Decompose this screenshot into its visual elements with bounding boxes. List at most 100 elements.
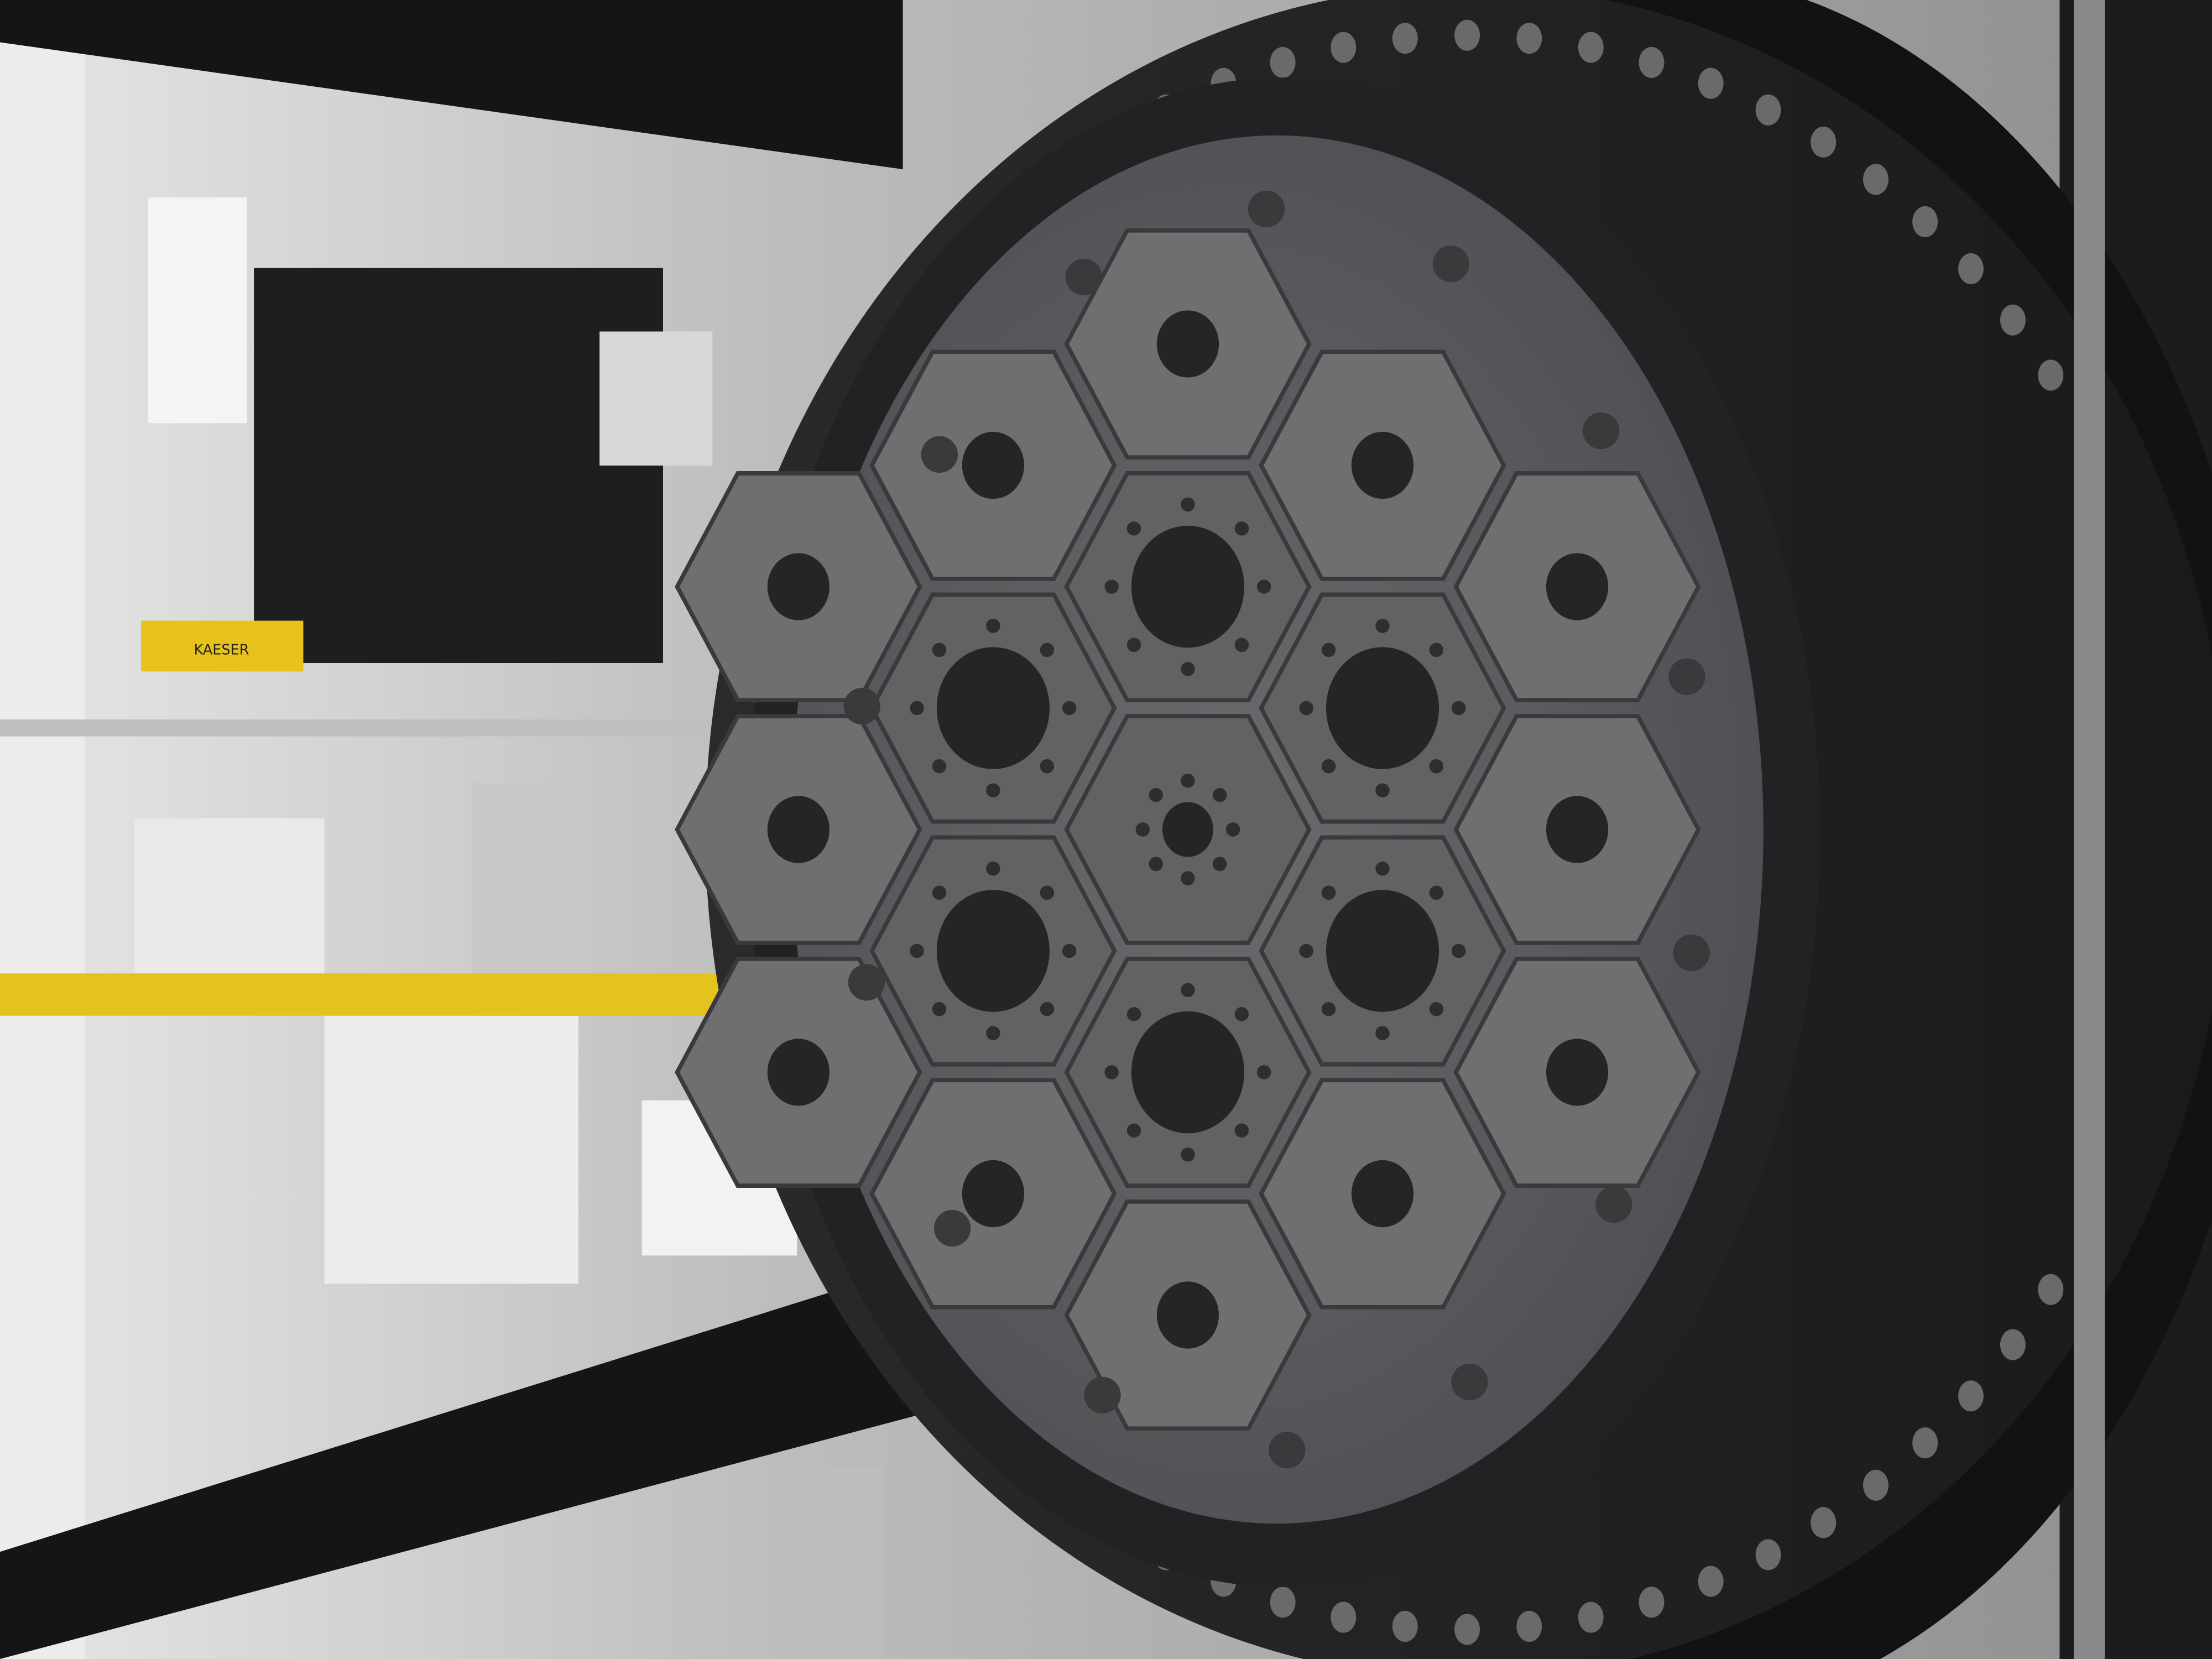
compressor-label: KAESER xyxy=(194,642,249,659)
small-hole xyxy=(932,759,947,774)
small-hole xyxy=(1040,885,1055,900)
bolt-hole xyxy=(1270,1587,1296,1618)
small-hole xyxy=(1104,1065,1119,1079)
machine xyxy=(134,818,325,974)
bolt-hole xyxy=(1958,253,1984,284)
small-hole xyxy=(1375,861,1390,876)
bolt-hole xyxy=(1454,19,1480,51)
beam xyxy=(0,0,903,170)
small-hole xyxy=(1452,943,1466,958)
small-hole xyxy=(932,885,947,900)
bolt-hole xyxy=(1516,23,1542,54)
machine xyxy=(324,1015,578,1284)
standoff xyxy=(848,964,885,1001)
bolt-hole xyxy=(1454,1614,1480,1645)
small-hole xyxy=(1256,1065,1271,1079)
bolt-hole xyxy=(1912,1427,1938,1459)
standoff xyxy=(921,436,958,473)
bolt-hole xyxy=(1516,1610,1542,1642)
small-hole xyxy=(986,783,1000,798)
standoff xyxy=(1432,245,1469,283)
bolt-hole xyxy=(2000,304,2026,336)
box xyxy=(782,1467,882,1659)
small-hole xyxy=(1375,1026,1390,1041)
bolt-hole xyxy=(1698,67,1724,99)
small-hole xyxy=(1181,774,1195,788)
small-hole xyxy=(1234,521,1249,536)
small-hole xyxy=(1212,857,1227,872)
small-hole xyxy=(1126,521,1141,536)
small-hole xyxy=(1126,1123,1141,1138)
standoff xyxy=(1583,412,1620,450)
bolt-hole xyxy=(2038,359,2064,391)
standoff xyxy=(1065,258,1103,296)
small-hole xyxy=(1321,759,1336,774)
wall xyxy=(0,0,85,1659)
hex-hole xyxy=(767,796,830,863)
hex-hole xyxy=(1131,525,1244,648)
small-hole xyxy=(1126,638,1141,652)
small-hole xyxy=(1181,983,1195,998)
small-hole xyxy=(1149,857,1163,872)
hex-hole xyxy=(1351,431,1414,499)
beam xyxy=(0,1269,988,1659)
small-hole xyxy=(1429,759,1444,774)
standoff xyxy=(1248,190,1285,228)
pole xyxy=(2074,0,2105,1659)
hex-hole xyxy=(1156,1281,1219,1349)
small-hole xyxy=(1135,822,1150,837)
compressor xyxy=(141,620,304,672)
small-hole xyxy=(1149,787,1163,802)
bolt-hole xyxy=(2038,1274,2064,1305)
small-hole xyxy=(986,861,1000,876)
rack xyxy=(0,719,790,737)
small-hole xyxy=(1104,580,1119,594)
small-hole xyxy=(1181,1147,1195,1162)
cabinet xyxy=(599,331,713,466)
standoff xyxy=(1595,1186,1632,1223)
standoff xyxy=(1668,658,1705,695)
bolt-hole xyxy=(1270,46,1296,78)
bolt-hole xyxy=(1578,1601,1604,1633)
small-hole xyxy=(1181,661,1195,676)
bolt-hole xyxy=(1331,1601,1357,1633)
hex-hole xyxy=(1326,890,1439,1012)
standoff xyxy=(1269,1431,1306,1469)
small-hole xyxy=(910,701,924,716)
small-hole xyxy=(1429,643,1444,658)
hex-hole xyxy=(1546,1039,1609,1106)
small-hole xyxy=(1234,638,1249,652)
hex-hole xyxy=(936,890,1050,1012)
small-hole xyxy=(1234,1123,1249,1138)
small-hole xyxy=(1321,643,1336,658)
hex-hole xyxy=(936,647,1050,769)
small-hole xyxy=(1256,580,1271,594)
small-hole xyxy=(1181,871,1195,885)
small-hole xyxy=(1234,1007,1249,1021)
bolt-hole xyxy=(1392,1610,1418,1642)
standoff xyxy=(933,1209,971,1247)
bolt-hole xyxy=(1755,94,1781,126)
bolt-hole xyxy=(1331,32,1357,63)
small-hole xyxy=(1299,943,1313,958)
bolt-hole xyxy=(1912,206,1938,238)
bolt-hole xyxy=(1392,23,1418,54)
bolt-hole xyxy=(1639,46,1665,78)
whiteboard xyxy=(148,197,247,424)
small-hole xyxy=(932,1001,947,1016)
small-hole xyxy=(1299,701,1313,716)
bolt-hole xyxy=(1863,164,1888,195)
bolt-hole xyxy=(2000,1329,2026,1360)
hex-hole xyxy=(1162,802,1213,857)
small-hole xyxy=(1375,783,1390,798)
machine xyxy=(254,268,663,663)
small-hole xyxy=(1212,787,1227,802)
bolt-hole xyxy=(1639,1587,1665,1618)
small-hole xyxy=(1040,1001,1055,1016)
small-hole xyxy=(1181,497,1195,512)
small-hole xyxy=(1452,701,1466,716)
small-hole xyxy=(986,618,1000,633)
small-hole xyxy=(1062,701,1077,716)
